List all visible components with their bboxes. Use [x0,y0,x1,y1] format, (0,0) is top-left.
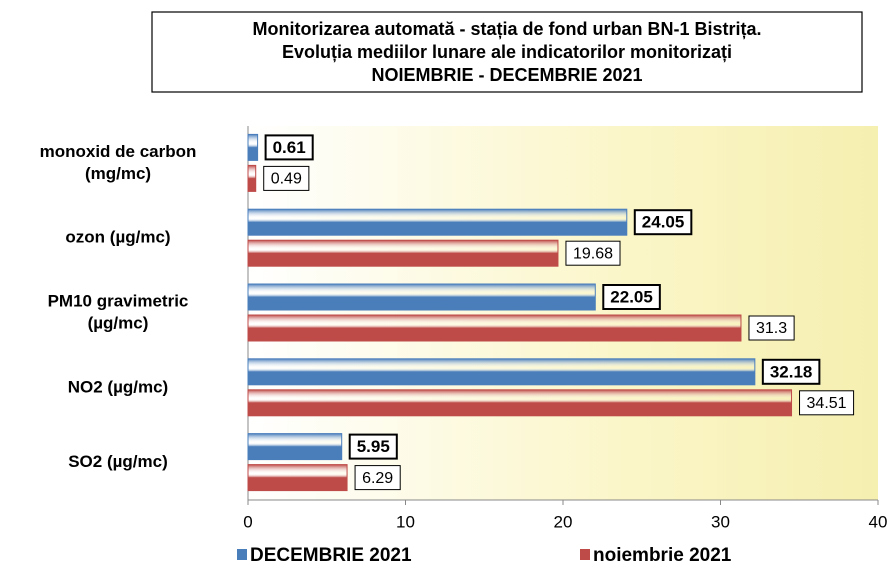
y-tick-label: (µg/mc) [88,313,149,332]
title-box [151,11,863,93]
bar [247,283,596,311]
chart-title: Evoluția mediilor lunare ale indicatoril… [282,42,732,62]
y-tick-label: NO2 (µg/mc) [68,377,168,396]
data-label-box [354,465,401,491]
legend-label: noiembrie 2021 [593,545,732,566]
legend-swatch [237,549,247,560]
chart-title: NOIEMBRIE - DECEMBRIE 2021 [371,65,642,85]
data-label: 32.18 [770,362,813,381]
y-tick-label: SO2 (µg/mc) [68,452,168,471]
data-label: 24.05 [642,213,685,232]
bar [247,239,559,267]
bar [247,208,628,236]
bar [247,358,756,386]
legend-swatch [580,549,590,560]
data-label: 0.49 [271,171,302,188]
data-label-box [761,358,821,385]
bar [247,433,343,461]
legend-label: DECEMBRIE 2021 [250,545,412,566]
data-label: 22.05 [610,287,653,306]
data-label-box [799,390,855,416]
x-tick-label: 20 [554,512,573,531]
data-label-box [602,284,661,310]
plot-area [248,126,878,500]
x-tick-label: 0 [243,512,252,531]
y-tick-label: monoxid de carbon [40,142,197,161]
data-label: 6.29 [362,470,393,487]
chart-title: Monitorizarea automată - stația de fond … [252,19,761,39]
bar [247,314,742,342]
data-label: 31.3 [756,320,787,337]
data-label-box [565,240,621,266]
data-label-box [263,165,310,191]
data-label-box [633,209,693,236]
data-label: 34.51 [807,395,847,412]
data-label: 5.95 [357,437,390,456]
x-tick-label: 40 [869,512,888,531]
bar [247,464,348,492]
bar [247,133,259,161]
data-label-box [748,315,795,341]
data-label: 0.61 [273,138,306,157]
data-label: 19.68 [573,245,613,262]
y-tick-label: PM10 gravimetric [48,291,189,310]
bar [247,389,793,417]
y-tick-label: ozon (µg/mc) [65,228,170,247]
data-label-box [348,433,398,460]
x-tick-label: 30 [711,512,730,531]
y-tick-label: (mg/mc) [85,164,151,183]
data-label-box [264,134,314,161]
x-tick-label: 10 [396,512,415,531]
bar [247,164,257,192]
